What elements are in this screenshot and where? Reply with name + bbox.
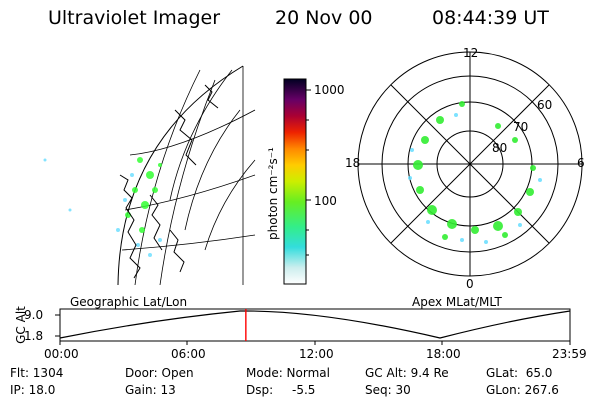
timeline-ytick-9: 9.0 [24,308,44,322]
info-dsp-value: -5.5 [292,383,316,397]
timeline-xtick-0600: 06:00 [171,347,206,361]
time-label: 08:44:39 UT [432,7,549,29]
polar-label-6: 6 [577,156,585,170]
timeline-xtick-2359: 23:59 [552,347,587,361]
info-dsp-label: Dsp: [246,383,274,397]
info-ip: IP: 18.0 [10,383,56,397]
info-mode: Mode: Normal [246,366,330,380]
polar-label-0: 0 [466,277,474,291]
polar-plot-title: Apex MLat/MLT [412,295,502,309]
polar-ring-80: 80 [492,141,508,155]
info-gain: Gain: 13 [125,383,176,397]
info-glat: GLat: 65.0 [486,366,553,380]
timeline-ytick-1-8: 1.8 [24,329,44,343]
app-title: Ultraviolet Imager [48,7,221,29]
timeline-xtick-1200: 12:00 [299,347,334,361]
polar-ring-60: 60 [537,98,553,112]
colorbar-tick-100: 100 [314,194,337,208]
date-label: 20 Nov 00 [275,7,373,29]
info-seq: Seq: 30 [365,383,411,397]
colorbar-label: photon cm⁻²s⁻¹ [266,147,280,240]
geo-plot-title: Geographic Lat/Lon [70,295,188,309]
info-gc-alt: GC Alt: 9.4 Re [365,366,449,380]
polar-label-12: 12 [463,46,479,60]
timeline-xtick-1800: 18:00 [426,347,461,361]
info-flt: Flt: 1304 [10,366,64,380]
info-glon: GLon: 267.6 [486,383,559,397]
info-door: Door: Open [125,366,194,380]
timeline-xtick-0000: 00:00 [44,347,79,361]
colorbar-tick-1000: 1000 [314,83,345,97]
polar-label-18: 18 [345,156,361,170]
polar-ring-70: 70 [513,120,529,134]
